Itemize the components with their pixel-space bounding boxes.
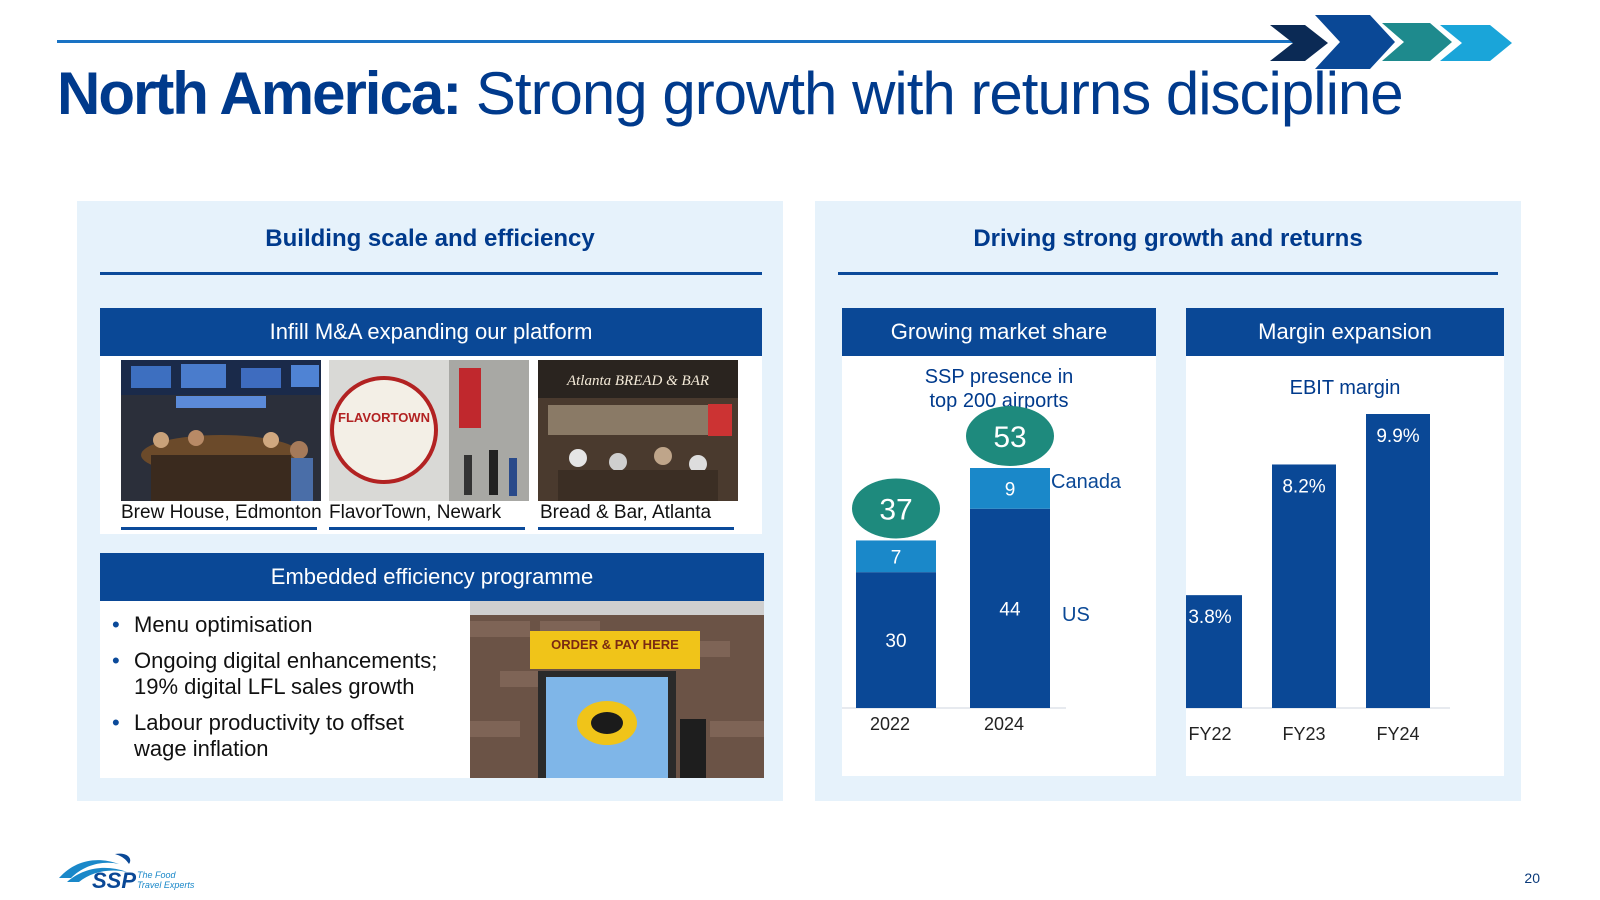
bar-ebit-FY23 — [1272, 464, 1336, 708]
x-tick-label: FY24 — [1376, 724, 1419, 744]
left-panel-heading: Building scale and efficiency — [265, 225, 595, 252]
photo-caption-2: FlavorTown, Newark — [329, 502, 502, 523]
bar-value-label: 7 — [891, 547, 902, 568]
market-share-subtitle: SSP presence in top 200 airports — [842, 365, 1156, 413]
x-tick-label: 2024 — [984, 714, 1024, 734]
bar-value-label: 8.2% — [1282, 476, 1325, 497]
bar-canada-2024 — [970, 468, 1050, 509]
slide-title: North America: Strong growth with return… — [57, 58, 1404, 130]
brew-house-photo — [121, 360, 321, 501]
bar-value-label: 9 — [1005, 479, 1016, 500]
svg-text:Atlanta BREAD & BAR: Atlanta BREAD & BAR — [566, 373, 709, 389]
bar-us-2024 — [970, 508, 1050, 708]
flavortown-photo: FLAVORTOWN — [329, 360, 529, 501]
bar-ebit-FY22 — [1186, 595, 1242, 708]
margin-heading: Margin expansion — [1186, 308, 1504, 356]
bar-canada-2022 — [856, 540, 936, 573]
x-tick-label: 2022 — [870, 714, 910, 734]
total-label: 37 — [879, 493, 912, 526]
svg-text:ORDER & PAY HERE: ORDER & PAY HERE — [551, 637, 679, 652]
bar-ebit-FY24 — [1366, 414, 1430, 708]
bar-value-label: 30 — [885, 631, 906, 652]
logo-wordmark: SSP — [92, 868, 137, 893]
bar-us-2022 — [856, 572, 936, 708]
svg-text:FLAVORTOWN: FLAVORTOWN — [338, 410, 430, 425]
ebit-margin-chart: 3.8% FY22 8.2% FY23 9.9% FY24 — [1186, 414, 1450, 744]
photo-caption-rule-3 — [538, 527, 734, 530]
photo-caption-3: Bread & Bar, Atlanta — [540, 502, 712, 523]
bullet-item: Labour productivity to offset wage infla… — [112, 710, 462, 762]
bar-value-label: 9.9% — [1376, 426, 1419, 447]
x-tick-label: FY23 — [1282, 724, 1325, 744]
top-rule — [57, 40, 1307, 43]
ordering-kiosk-photo: ORDER & PAY HERE — [470, 601, 764, 778]
logo-tagline-line1: The Food — [137, 870, 176, 880]
right-panel-rule — [838, 272, 1498, 275]
right-panel-heading: Driving strong growth and returns — [973, 225, 1363, 252]
title-bold: North America: — [57, 60, 462, 127]
legend-canada: Canada — [1051, 471, 1122, 493]
bullet-item: Menu optimisation — [112, 612, 462, 638]
logo-tagline-line2: Travel Experts — [137, 880, 195, 890]
efficiency-bullets: Menu optimisation Ongoing digital enhanc… — [112, 612, 462, 772]
bar-value-label: 3.8% — [1188, 607, 1231, 628]
photo-caption-1: Brew House, Edmonton — [121, 502, 322, 523]
margin-subtitle: EBIT margin — [1289, 377, 1401, 399]
bread-and-bar-photo: Atlanta BREAD & BAR — [538, 360, 738, 501]
x-tick-label: FY22 — [1188, 724, 1231, 744]
page-number: 20 — [1524, 870, 1540, 886]
legend-us: US — [1062, 604, 1090, 626]
market-share-subtitle-line1: SSP presence in — [924, 366, 1074, 388]
ssp-logo-icon — [59, 853, 131, 882]
market-share-heading: Growing market share — [842, 308, 1156, 356]
logo-tagline: The Food Travel Experts — [137, 870, 194, 890]
total-bubble-2024 — [966, 406, 1054, 466]
efficiency-heading: Embedded efficiency programme — [100, 553, 764, 601]
photo-caption-rule-1 — [121, 527, 317, 530]
infill-heading: Infill M&A expanding our platform — [100, 308, 762, 356]
bar-value-label: 44 — [999, 599, 1021, 620]
market-share-subtitle-line2: top 200 airports — [929, 390, 1069, 412]
title-rest: Strong growth with returns discipline — [475, 60, 1404, 127]
total-bubble-2022 — [852, 478, 940, 539]
photo-caption-rule-2 — [329, 527, 525, 530]
bullet-item: Ongoing digital enhancements; 19% digita… — [112, 648, 462, 700]
total-label: 53 — [993, 421, 1026, 454]
market-share-chart: 30 7 37 2022 44 9 53 2024 US Canada — [842, 406, 1122, 734]
left-panel-rule — [100, 272, 762, 275]
chevron-arrows-decoration — [1270, 15, 1512, 69]
